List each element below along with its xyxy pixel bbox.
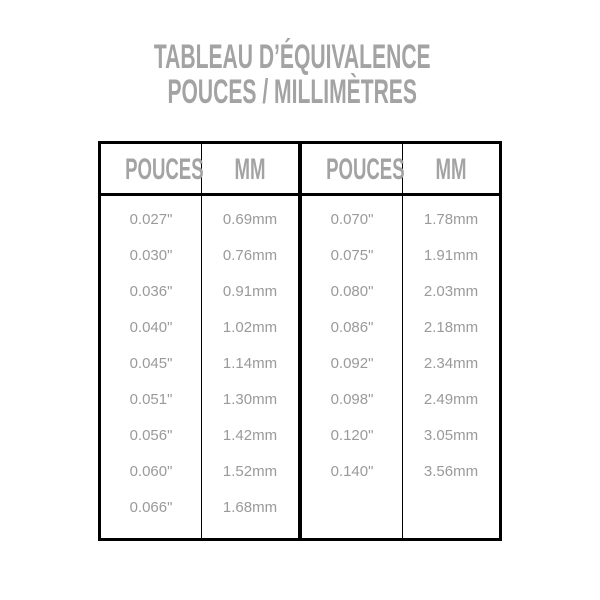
cell-inches: 0.080" <box>330 283 374 300</box>
cell-mm: 0.69mm <box>222 211 278 228</box>
cell-inches: 0.045" <box>129 355 173 372</box>
cell-mm: 1.30mm <box>222 391 278 408</box>
cell-mm: 1.91mm <box>423 247 479 264</box>
cell-mm: 3.05mm <box>423 427 479 444</box>
left-half: POUCES MM 0.027" 0.69mm 0.030" 0.76mm 0.036"… <box>101 144 298 538</box>
cell-inches: 0.086" <box>330 319 374 336</box>
column-divider <box>402 144 403 538</box>
cell-mm: 1.68mm <box>222 499 278 516</box>
cell-inches: 0.027" <box>129 211 173 228</box>
cell-mm: 0.91mm <box>222 283 278 300</box>
cell-mm: 2.34mm <box>423 355 479 372</box>
cell-inches: 0.070" <box>330 211 374 228</box>
cell-inches: 0.140" <box>330 463 374 480</box>
cell-mm: 1.78mm <box>423 211 479 228</box>
header-pouces: POUCES <box>125 153 204 186</box>
cell-inches: 0.056" <box>129 427 173 444</box>
cell-mm: 2.18mm <box>423 319 479 336</box>
conversion-table: POUCES MM 0.027" 0.69mm 0.030" 0.76mm 0.036"… <box>98 141 502 541</box>
cell-mm: 2.03mm <box>423 283 479 300</box>
cell-inches: 0.030" <box>129 247 173 264</box>
cell-mm: 0.76mm <box>222 247 278 264</box>
cell-inches: 0.098" <box>330 391 374 408</box>
cell-mm: 1.52mm <box>222 463 278 480</box>
cell-inches: 0.092" <box>330 355 374 372</box>
cell-inches: 0.066" <box>129 499 173 516</box>
cell-inches: 0.075" <box>330 247 374 264</box>
cell-mm: 1.42mm <box>222 427 278 444</box>
cell-inches: 0.040" <box>129 319 173 336</box>
header-mm: MM <box>234 153 266 186</box>
cell-inches: 0.051" <box>129 391 173 408</box>
cell-mm: 1.14mm <box>222 355 278 372</box>
cell-mm: 2.49mm <box>423 391 479 408</box>
cell-inches: 0.120" <box>330 427 374 444</box>
title-line-2: POUCES / MILLIMÈTRES <box>167 73 418 111</box>
cell-inches: 0.060" <box>129 463 173 480</box>
column-divider <box>201 144 202 538</box>
cell-mm: 3.56mm <box>423 463 479 480</box>
header-pouces: POUCES <box>326 153 405 186</box>
header-mm: MM <box>435 153 467 186</box>
cell-inches: 0.036" <box>129 283 173 300</box>
title-line-1: TABLEAU D’ÉQUIVALENCE <box>154 38 431 76</box>
right-half: POUCES MM 0.070" 1.78mm 0.075" 1.91mm 0.080"… <box>302 144 499 538</box>
cell-mm: 1.02mm <box>222 319 278 336</box>
center-divider <box>298 144 302 538</box>
